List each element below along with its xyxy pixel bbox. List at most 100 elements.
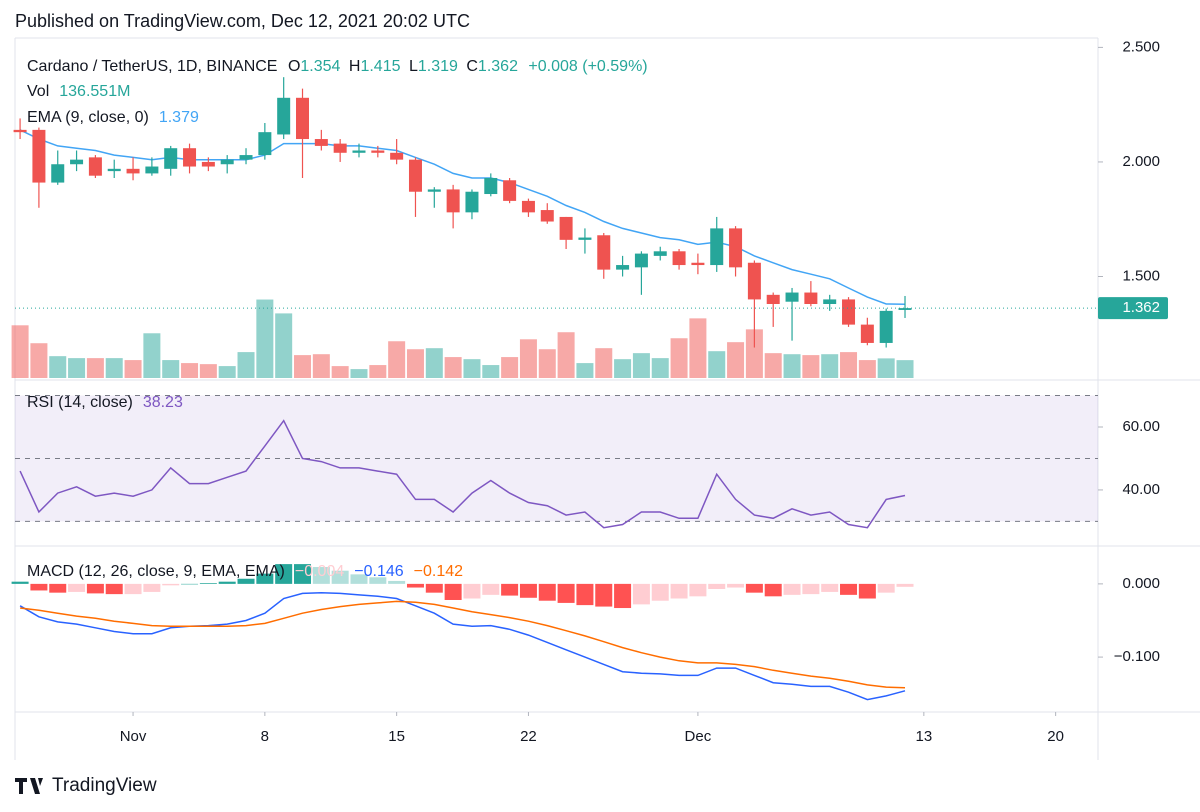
candle-body (126, 168, 140, 174)
histogram-bar (68, 583, 86, 592)
brand-name: TradingView (52, 775, 157, 796)
volume-bar (670, 338, 688, 378)
volume-bar (877, 358, 895, 378)
candle-body (521, 200, 535, 213)
volume-bar (86, 358, 104, 378)
volume-bar (143, 333, 161, 378)
candle-body (766, 294, 780, 304)
histogram-bar (162, 583, 180, 586)
ema-title: EMA (9, close, 0) (27, 109, 149, 126)
histogram-bar (557, 583, 575, 603)
candle-body (390, 152, 404, 160)
volume-bar (708, 351, 726, 378)
x-tick-label: 20 (1047, 728, 1064, 745)
histogram-bar (11, 581, 29, 584)
candle-body (465, 191, 479, 213)
legend-row: EMA (9, close, 0) 1.379 (27, 109, 199, 126)
candle-body (503, 180, 517, 201)
volume-bar (49, 356, 67, 378)
histogram-bar (858, 583, 876, 599)
y-tick-label: 1.500 (1122, 267, 1160, 284)
candle-body (691, 262, 705, 266)
x-tick-label: 15 (388, 728, 405, 745)
published-note: Published on TradingView.com, Dec 12, 20… (15, 11, 470, 31)
histogram-bar (463, 583, 481, 599)
candle-body (898, 308, 912, 310)
histogram-bar (840, 583, 858, 595)
histogram-bar (350, 574, 368, 584)
histogram-bar (49, 583, 67, 593)
candle-body (13, 129, 27, 133)
macd-title: MACD (12, 26, close, 9, EMA, EMA) (27, 563, 285, 580)
histogram-bar (388, 580, 406, 584)
volume-bar (237, 352, 255, 378)
x-tick-label: Nov (120, 728, 147, 745)
histogram-bar (275, 564, 293, 584)
x-tick-label: Dec (685, 728, 712, 745)
volume-bar (764, 353, 782, 378)
histogram-bar (143, 583, 161, 592)
volume-bar (614, 359, 632, 378)
histogram-bar (444, 583, 462, 600)
volume-bar (68, 358, 86, 378)
histogram-bar (670, 583, 688, 599)
rsi-value: 38.23 (143, 394, 183, 411)
candle-body (559, 216, 573, 240)
candle-body (785, 292, 799, 302)
legend-row: MACD (12, 26, close, 9, EMA, EMA) −0.004−… (27, 563, 463, 580)
candle-body (32, 129, 46, 183)
volume-bar (275, 313, 293, 378)
candle-body (296, 97, 310, 140)
volume-bar (821, 354, 839, 378)
candle-body (408, 159, 422, 192)
y-tick-label: 40.00 (1122, 481, 1160, 498)
volume-bar (218, 366, 236, 378)
volume-bar (576, 363, 594, 378)
candle-body (220, 159, 234, 165)
candle-body (540, 210, 554, 222)
histogram-bar (105, 583, 123, 595)
candle-body (597, 235, 611, 270)
volume-bar (727, 342, 745, 378)
volume-bar (369, 365, 387, 378)
histogram-bar (877, 583, 895, 593)
volume-bar (30, 343, 48, 378)
volume-title: Vol (27, 83, 49, 100)
histogram-bar (745, 583, 763, 593)
volume-bar (595, 348, 613, 378)
histogram-bar (764, 583, 782, 597)
rsi-title: RSI (14, close) (27, 394, 133, 411)
volume-bar (11, 325, 29, 378)
volume-bar (388, 341, 406, 378)
candle-body (842, 299, 856, 325)
ohlc-value: 1.354 (300, 58, 340, 75)
symbol-title: Cardano / TetherUS, 1D, BINANCE (27, 58, 277, 75)
legend: Cardano / TetherUS, 1D, BINANCE O1.354 H… (27, 58, 648, 580)
candle-body (672, 251, 686, 266)
candle-body (634, 253, 648, 268)
histogram-bar (218, 581, 236, 584)
candle-body (446, 189, 460, 213)
histogram-bar (896, 583, 914, 587)
volume-bar (557, 332, 575, 378)
candle-body (578, 237, 592, 240)
volume-bar (538, 349, 556, 378)
candle-body (164, 148, 178, 169)
histogram-bar (256, 573, 274, 584)
histogram-bar (406, 583, 424, 588)
volume-bar (199, 364, 217, 378)
histogram-value: −0.004 (295, 563, 344, 580)
candle-body (201, 161, 215, 167)
histogram-bar (595, 583, 613, 607)
macd-value: −0.146 (354, 563, 403, 580)
volume-bar (294, 355, 312, 378)
candle-body (823, 299, 837, 304)
volume-bar (501, 357, 519, 378)
candle-body (879, 310, 893, 343)
ohlc-letter: O (288, 58, 300, 75)
histogram-bar (312, 567, 330, 584)
candle-body (239, 155, 253, 160)
volume-bar (482, 365, 500, 378)
x-tick-label: 22 (520, 728, 537, 745)
